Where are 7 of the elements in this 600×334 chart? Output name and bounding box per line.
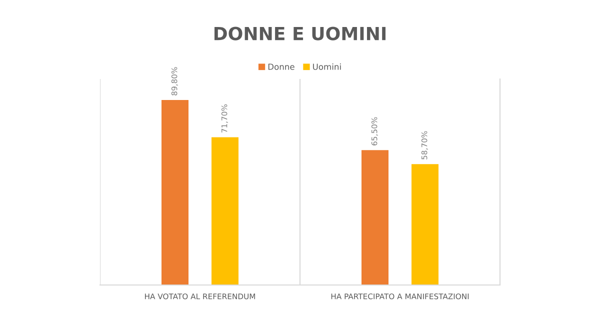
legend-label: Uomini bbox=[313, 63, 341, 70]
bar bbox=[412, 164, 438, 285]
bar bbox=[212, 137, 238, 285]
bar bbox=[362, 150, 388, 285]
chart-title: DONNE E UOMINI bbox=[214, 26, 386, 40]
bar bbox=[162, 100, 188, 285]
legend-label: Donne bbox=[268, 64, 294, 70]
